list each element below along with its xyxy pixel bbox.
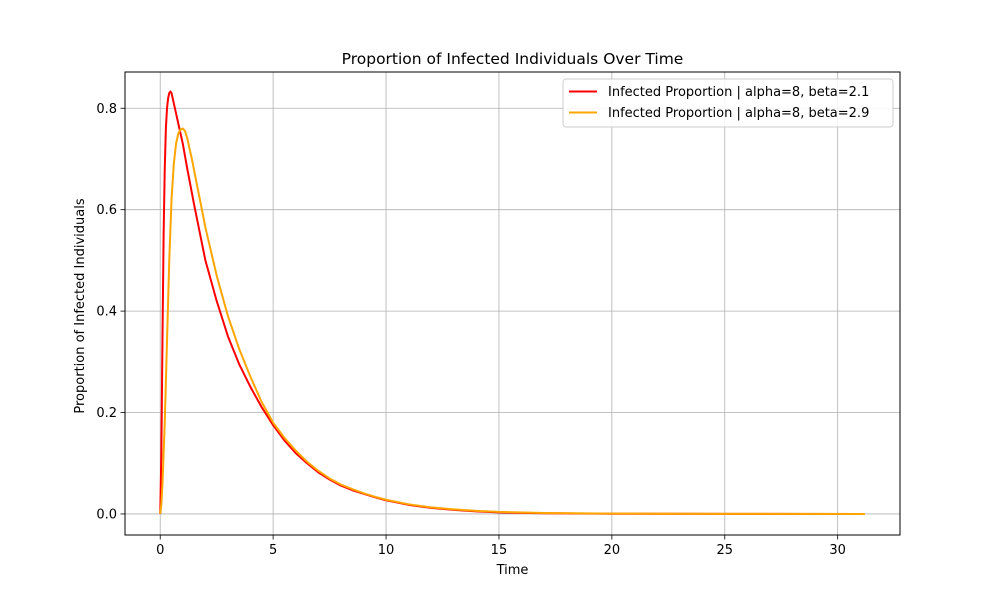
y-tick-label: 0.2 — [96, 406, 117, 421]
y-tick-label: 0.8 — [96, 102, 117, 117]
x-axis: 0 5 10 15 20 25 30 — [156, 535, 846, 558]
x-tick-label: 0 — [156, 543, 164, 558]
y-tick-label: 0.6 — [96, 203, 117, 218]
x-tick-label: 30 — [829, 543, 846, 558]
y-tick-label: 0.4 — [96, 305, 117, 320]
legend-label: Infected Proportion | alpha=8, beta=2.1 — [608, 85, 869, 100]
x-tick-label: 15 — [491, 543, 508, 558]
x-tick-label: 5 — [269, 543, 277, 558]
y-axis: 0.0 0.2 0.4 0.6 0.8 — [96, 102, 125, 522]
legend: Infected Proportion | alpha=8, beta=2.1 I… — [562, 78, 894, 128]
x-tick-label: 25 — [716, 543, 733, 558]
series-layer — [159, 90, 865, 515]
y-axis-label: Proportion of Infected Individuals — [73, 198, 88, 413]
x-tick-label: 20 — [604, 543, 621, 558]
grid — [125, 72, 900, 535]
x-axis-label: Time — [496, 563, 529, 578]
legend-box — [562, 78, 894, 128]
plot-frame — [124, 71, 901, 536]
y-tick-label: 0.0 — [96, 507, 117, 522]
series-line-2 — [159, 127, 865, 515]
chart-title: Proportion of Infected Individuals Over … — [342, 50, 684, 68]
x-tick-label: 10 — [378, 543, 395, 558]
legend-label: Infected Proportion | alpha=8, beta=2.9 — [608, 106, 869, 121]
